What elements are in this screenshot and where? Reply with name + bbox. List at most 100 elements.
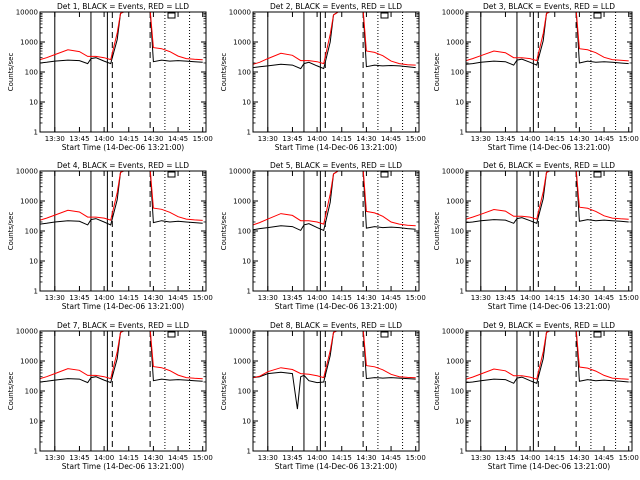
y-tick-label: 1: [247, 448, 251, 456]
x-tick-label: 13:45: [282, 454, 302, 462]
y-tick-label: 100: [451, 388, 464, 396]
x-tick-label: 14:15: [332, 294, 352, 302]
x-tick-label: 14:30: [569, 454, 589, 462]
panel-det-3: 1 10 100 1000 10000 13:30 13:45 14:00 14:15 14:30…: [433, 2, 639, 152]
x-tick-label: 15:00: [406, 294, 426, 302]
series-events-line: [466, 12, 629, 66]
x-tick-label: 13:30: [258, 454, 278, 462]
series-lld-line: [466, 12, 629, 62]
y-tick-label: 1000: [20, 39, 38, 47]
y-tick-label: 1000: [20, 198, 38, 206]
x-tick-label: 14:30: [356, 454, 376, 462]
x-tick-label: 14:00: [94, 454, 114, 462]
x-tick-label: 14:00: [307, 454, 327, 462]
panel-det-2: 1 10 100 1000 10000 13:30 13:45 14:00 14:15 14:30…: [220, 2, 426, 152]
top-marker: [380, 171, 389, 178]
y-tick-label: 10: [242, 258, 251, 266]
x-tick-label: 14:30: [356, 294, 376, 302]
x-tick-label: 14:30: [143, 454, 163, 462]
y-tick-label: 10000: [442, 328, 464, 336]
x-tick-label: 15:00: [619, 294, 639, 302]
x-tick-label: 13:30: [45, 454, 65, 462]
x-tick-label: 14:15: [545, 294, 565, 302]
top-marker: [593, 171, 602, 178]
y-axis-label: Counts/sec: [220, 212, 228, 251]
x-tick-label: 14:15: [332, 454, 352, 462]
top-marker: [167, 171, 176, 178]
panel-det-5: 1 10 100 1000 10000 13:30 13:45 14:00 14:15 14:30…: [220, 161, 426, 311]
panel-title: Det 7, BLACK = Events, RED = LLD: [57, 321, 189, 330]
x-tick-label: 14:15: [119, 294, 139, 302]
x-axis-label: Start Time (14-Dec-06 13:21:00): [62, 462, 184, 471]
x-axis-label: Start Time (14-Dec-06 13:21:00): [488, 143, 610, 152]
x-tick-label: 13:30: [471, 135, 491, 143]
y-tick-label: 1: [34, 288, 38, 296]
y-tick-label: 10000: [442, 9, 464, 17]
y-axis-label: Counts/sec: [7, 53, 15, 92]
x-axis-label: Start Time (14-Dec-06 13:21:00): [488, 462, 610, 471]
x-tick-label: 13:30: [258, 135, 278, 143]
x-tick-label: 14:15: [119, 454, 139, 462]
x-tick-label: 15:00: [193, 454, 213, 462]
x-tick-label: 14:45: [381, 454, 401, 462]
y-tick-label: 100: [25, 228, 38, 236]
y-tick-label: 1: [460, 448, 464, 456]
top-marker: [593, 12, 602, 19]
x-axis-label: Start Time (14-Dec-06 13:21:00): [62, 302, 184, 311]
plot-frame: [39, 330, 207, 452]
y-tick-label: 10000: [229, 168, 251, 176]
plot-frame: [465, 11, 633, 133]
x-tick-label: 14:00: [520, 454, 540, 462]
x-tick-label: 14:45: [594, 135, 614, 143]
x-axis-label: Start Time (14-Dec-06 13:21:00): [62, 143, 184, 152]
panel-det-7: 1 10 100 1000 10000 13:30 13:45 14:00 14:15 14:30…: [7, 321, 213, 471]
y-axis-label: Counts/sec: [433, 53, 441, 92]
x-tick-label: 14:00: [307, 294, 327, 302]
y-axis-label: Counts/sec: [220, 372, 228, 411]
y-tick-label: 10: [29, 99, 38, 107]
y-tick-label: 100: [238, 69, 251, 77]
x-tick-label: 13:45: [69, 135, 89, 143]
y-tick-label: 1: [247, 129, 251, 137]
x-tick-label: 15:00: [406, 135, 426, 143]
panel-title: Det 9, BLACK = Events, RED = LLD: [483, 321, 615, 330]
x-tick-label: 13:30: [45, 294, 65, 302]
plot-frame: [252, 11, 420, 133]
y-tick-label: 100: [25, 388, 38, 396]
series-lld-line: [40, 12, 203, 61]
top-marker: [167, 331, 176, 338]
x-tick-label: 14:30: [143, 294, 163, 302]
x-tick-label: 14:30: [356, 135, 376, 143]
series-events-line: [253, 171, 416, 232]
x-tick-label: 14:15: [119, 135, 139, 143]
top-marker: [380, 331, 389, 338]
y-axis-label: Counts/sec: [7, 212, 15, 251]
y-tick-label: 10000: [16, 9, 38, 17]
x-tick-label: 13:30: [471, 454, 491, 462]
y-tick-label: 1: [460, 288, 464, 296]
x-axis-label: Start Time (14-Dec-06 13:21:00): [275, 302, 397, 311]
y-tick-label: 100: [238, 228, 251, 236]
x-tick-label: 15:00: [193, 294, 213, 302]
x-tick-label: 15:00: [193, 135, 213, 143]
x-tick-label: 14:15: [545, 454, 565, 462]
y-tick-label: 1000: [233, 198, 251, 206]
x-tick-label: 14:15: [545, 135, 565, 143]
series-lld-line: [466, 331, 629, 380]
y-tick-label: 10: [242, 99, 251, 107]
panel-title: Det 1, BLACK = Events, RED = LLD: [57, 2, 189, 11]
y-tick-label: 10: [29, 258, 38, 266]
y-tick-label: 10: [29, 418, 38, 426]
y-tick-label: 1000: [446, 39, 464, 47]
panel-title: Det 5, BLACK = Events, RED = LLD: [270, 161, 402, 170]
y-tick-label: 10: [455, 258, 464, 266]
y-tick-label: 1: [34, 129, 38, 137]
y-axis-label: Counts/sec: [433, 212, 441, 251]
plot-frame: [39, 11, 207, 133]
x-tick-label: 13:30: [258, 294, 278, 302]
y-tick-label: 1: [34, 448, 38, 456]
series-events-line: [40, 12, 203, 65]
series-events-line: [40, 331, 203, 384]
series-lld-line: [253, 171, 416, 227]
y-tick-label: 10000: [229, 9, 251, 17]
